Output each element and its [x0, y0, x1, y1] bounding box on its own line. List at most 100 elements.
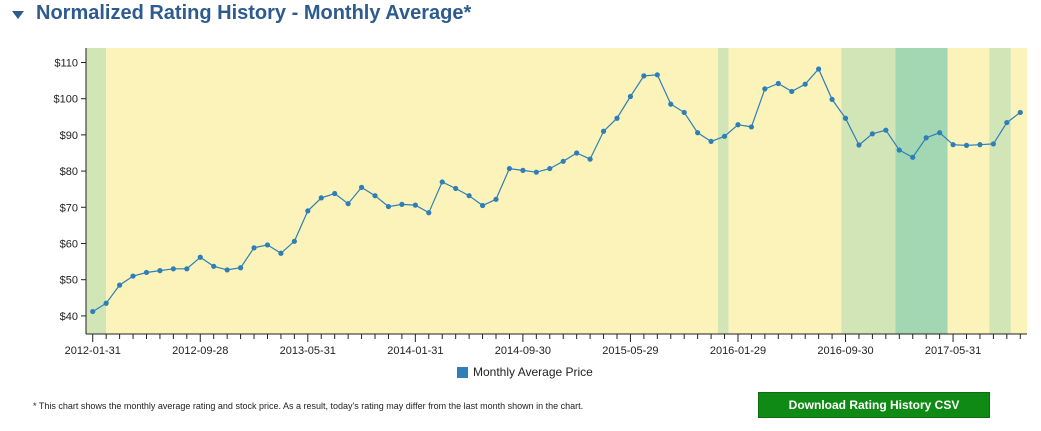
price-point [466, 193, 472, 199]
chart-title: Normalized Rating History - Monthly Aver… [36, 2, 472, 24]
price-point [385, 203, 392, 210]
legend: Monthly Average Price [457, 365, 593, 379]
price-point [842, 115, 849, 121]
rating-history-chart: $40 $50 $60 $70 $80 $90 $100 $110 2012-01-31 2012… [54, 48, 1027, 357]
rating-band-yellow [1010, 48, 1027, 334]
rating-band-light-green [86, 48, 107, 334]
price-point [439, 179, 445, 185]
rating-band-yellow [728, 48, 842, 334]
price-point [708, 138, 714, 145]
price-point [117, 282, 123, 288]
price-point [506, 165, 513, 172]
price-point [399, 201, 405, 207]
legend-label: Monthly Average Price [473, 365, 593, 379]
price-point [802, 81, 808, 87]
x-tick-label: 2017-05-31 [925, 345, 981, 357]
rating-band-yellow [947, 48, 990, 334]
price-point [184, 266, 190, 272]
price-point [547, 165, 553, 172]
price-point [883, 127, 889, 133]
price-point [143, 269, 150, 276]
price-point [560, 158, 566, 164]
price-point [721, 133, 728, 139]
price-point [305, 208, 311, 214]
y-tick-label: $40 [60, 311, 78, 323]
price-point [237, 265, 244, 271]
y-tick-label: $110 [54, 57, 78, 69]
price-point [1004, 119, 1010, 126]
price-point [695, 130, 701, 136]
price-point [197, 254, 203, 260]
price-point [264, 242, 271, 248]
price-point [479, 202, 486, 209]
price-point [90, 308, 96, 315]
price-point [950, 142, 956, 148]
y-tick-label: $50 [60, 275, 78, 287]
rating-band-light-green [989, 48, 1011, 334]
price-point [318, 195, 324, 201]
price-point [923, 135, 929, 141]
price-point [990, 141, 996, 147]
price-point [963, 142, 970, 148]
caret-down-icon[interactable] [12, 10, 24, 19]
legend-swatch [457, 366, 468, 378]
price-point [869, 131, 876, 137]
price-point [224, 267, 230, 273]
price-point [735, 122, 741, 128]
price-point [574, 150, 580, 156]
price-point [1017, 109, 1023, 116]
price-point [816, 66, 822, 72]
price-point [251, 245, 257, 251]
price-point [896, 147, 902, 153]
price-point [493, 196, 499, 202]
y-tick-label: $80 [60, 166, 78, 178]
x-tick-label: 2012-09-28 [172, 345, 228, 357]
price-series [90, 66, 1023, 315]
price-point [426, 210, 432, 216]
rating-band-yellow [106, 48, 718, 334]
price-point [372, 193, 378, 199]
price-point [681, 109, 687, 116]
y-tick-label: $90 [60, 130, 78, 142]
price-point [130, 273, 136, 279]
price-point [641, 73, 647, 79]
price-point [614, 115, 620, 121]
price-point [654, 72, 660, 78]
price-line [92, 67, 1021, 313]
x-tick-label: 2016-01-29 [710, 345, 766, 357]
price-point [829, 96, 835, 103]
price-point [332, 190, 338, 197]
rating-band-light-green [717, 48, 729, 334]
price-point [345, 201, 351, 207]
y-tick-label: $100 [54, 94, 78, 106]
price-point [157, 268, 163, 274]
price-point [103, 300, 109, 306]
price-point [627, 93, 634, 100]
chart-footnote: * This chart shows the monthly average r… [33, 401, 584, 411]
price-point [937, 130, 943, 136]
x-tick-label: 2015-05-29 [602, 345, 658, 357]
axes: $40 $50 $60 $70 $80 $90 $100 $110 2012-01-31 2012… [54, 48, 1027, 357]
price-point [910, 154, 916, 160]
price-point [278, 250, 284, 256]
chart-header: Normalized Rating History - Monthly Aver… [12, 2, 471, 25]
price-point [520, 167, 526, 173]
x-tick-label: 2014-01-31 [387, 345, 443, 357]
price-point [170, 266, 176, 272]
price-point [211, 263, 217, 269]
download-csv-button[interactable]: Download Rating History CSV [758, 392, 990, 418]
price-point [587, 156, 593, 162]
x-tick-label: 2013-05-31 [280, 345, 336, 357]
price-point [789, 88, 795, 95]
price-point [748, 124, 755, 130]
y-tick-label: $70 [60, 202, 78, 214]
rating-band-light-green [841, 48, 896, 334]
price-point [775, 80, 781, 87]
price-point [856, 142, 862, 148]
x-tick-label: 2016-09-30 [817, 345, 873, 357]
price-point [977, 142, 983, 148]
price-point [533, 169, 539, 175]
x-tick-label: 2012-01-31 [65, 345, 121, 357]
price-point [358, 184, 365, 190]
price-point [412, 202, 418, 208]
